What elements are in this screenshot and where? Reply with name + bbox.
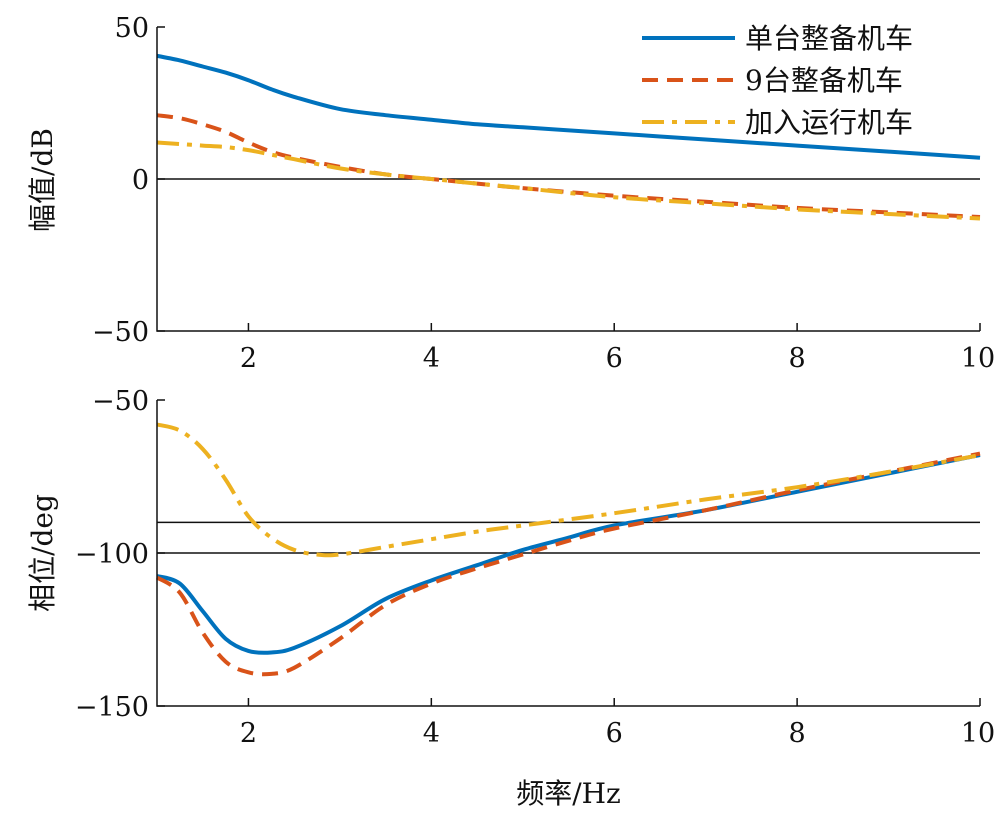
- phase-reference-lines: [157, 521, 980, 554]
- x-tick-label: 8: [789, 718, 806, 749]
- legend-label-single-locomotive: 单台整备机车: [745, 22, 913, 55]
- y-tick-label: −100: [75, 539, 149, 570]
- y-tick-label: −50: [92, 386, 149, 417]
- y-tick-label: −150: [75, 692, 149, 723]
- x-tick-label: 10: [961, 718, 995, 749]
- y-tick-label: −50: [92, 317, 149, 348]
- x-tick-label: 4: [423, 343, 440, 374]
- magnitude-series-line-2: [156, 140, 981, 221]
- x-tick-label: 2: [240, 343, 257, 374]
- phase-series-line-1: [155, 451, 981, 677]
- legend: 单台整备机车 9台整备机车 加入运行机车: [642, 22, 913, 139]
- phase-series-line-2: [156, 422, 981, 558]
- phase-x-axis-label: 频率/Hz: [516, 777, 621, 810]
- x-tick-label: 4: [423, 718, 440, 749]
- magnitude-series-line-0: [156, 53, 981, 160]
- phase-series-line-0: [156, 453, 981, 655]
- magnitude-series-line-1: [156, 113, 981, 219]
- magnitude-series-group: [156, 53, 981, 221]
- x-tick-label: 8: [789, 343, 806, 374]
- phase-ticks: 2 4 6 8 10 −150 −100 −50: [75, 386, 995, 749]
- x-tick-label: 2: [240, 718, 257, 749]
- y-tick-label: 0: [132, 165, 149, 196]
- x-tick-label: 10: [961, 343, 995, 374]
- y-tick-label: 50: [115, 13, 149, 44]
- magnitude-panel: 2 4 6 8 10 −50 0 50 幅值/dB: [26, 13, 995, 374]
- phase-series-group: [155, 422, 981, 677]
- x-tick-label: 6: [606, 718, 623, 749]
- x-tick-label: 6: [606, 343, 623, 374]
- magnitude-ticks: 2 4 6 8 10 −50 0 50: [92, 13, 995, 374]
- magnitude-y-axis-label: 幅值/dB: [26, 128, 59, 232]
- phase-panel: 2 4 6 8 10 −150 −100 −50 相位/deg 频率/Hz: [26, 386, 995, 810]
- phase-y-axis-label: 相位/deg: [26, 494, 59, 612]
- legend-label-running-locomotive: 加入运行机车: [745, 106, 913, 139]
- legend-label-nine-locomotives: 9台整备机车: [745, 64, 903, 97]
